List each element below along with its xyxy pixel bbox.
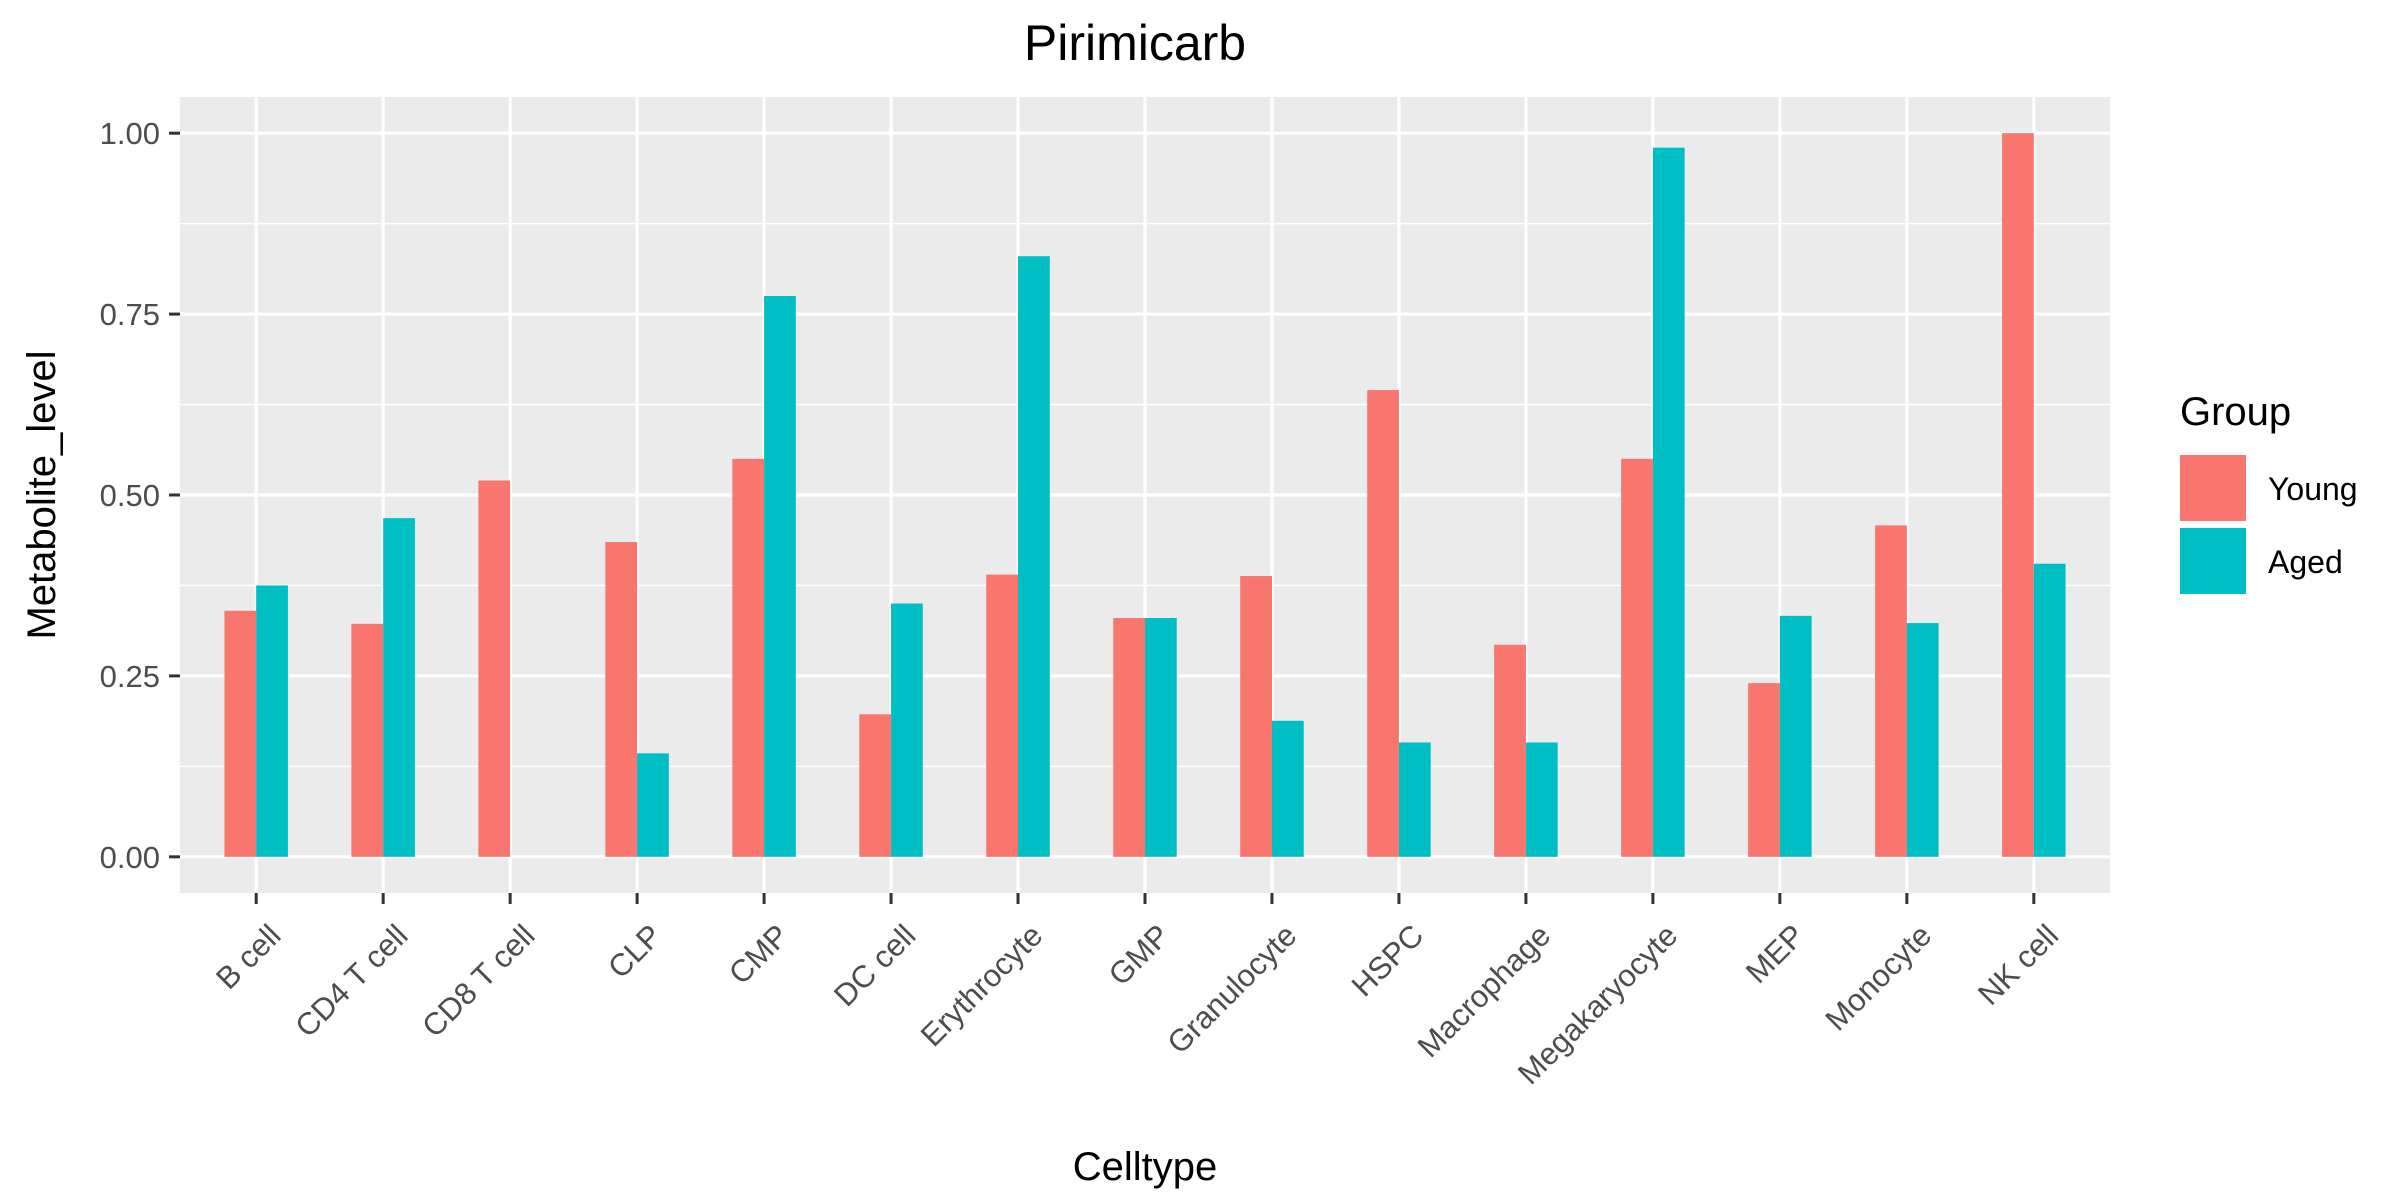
bar-aged-megakaryocyte xyxy=(1652,147,1685,857)
x-tick-label: NK cell xyxy=(1971,918,2065,1012)
legend-title: Group xyxy=(2180,390,2291,434)
bar-young-macrophage xyxy=(1494,644,1526,857)
x-tick-label: Granulocyte xyxy=(1160,918,1303,1061)
bar-young-clp xyxy=(605,542,638,857)
bar-young-dc-cell xyxy=(859,714,892,857)
x-tick-label: CD8 T cell xyxy=(415,918,541,1044)
x-tick-label: GMP xyxy=(1102,918,1177,993)
bar-aged-clp xyxy=(637,753,669,857)
bar-young-gmp xyxy=(1113,618,1145,857)
legend-label-young: Young xyxy=(2268,471,2358,507)
x-tick-label: CD4 T cell xyxy=(288,918,414,1044)
x-tick-label: CLP xyxy=(601,918,668,985)
bar-aged-gmp xyxy=(1145,618,1177,857)
bar-young-hspc xyxy=(1367,390,1399,857)
x-tick-label: MEP xyxy=(1739,918,1811,990)
bar-aged-b-cell xyxy=(256,585,288,857)
bar-aged-monocyte xyxy=(1906,623,1939,857)
bar-aged-granulocyte xyxy=(1271,720,1304,857)
y-tick-label: 0.75 xyxy=(100,297,160,332)
legend-key-young xyxy=(2180,455,2246,521)
bars xyxy=(224,133,2066,857)
bar-aged-cmp xyxy=(764,296,796,857)
y-tick-label: 0.25 xyxy=(100,659,160,694)
bar-young-nk-cell xyxy=(2002,133,2034,857)
y-tick-label: 0.50 xyxy=(100,478,160,513)
bar-young-erythrocyte xyxy=(986,574,1019,857)
legend-key-aged xyxy=(2180,528,2246,594)
bar-aged-nk-cell xyxy=(2033,563,2066,857)
bar-young-megakaryocyte xyxy=(1621,458,1653,857)
chart-title: Pirimicarb xyxy=(1024,15,1246,71)
x-tick-label: Monocyte xyxy=(1818,918,1938,1038)
bar-young-cd4-t-cell xyxy=(351,623,384,857)
bar-aged-cd4-t-cell xyxy=(383,518,415,857)
bar-aged-macrophage xyxy=(1525,742,1558,857)
bar-young-monocyte xyxy=(1875,525,1907,857)
bar-young-cmp xyxy=(732,458,765,857)
bar-young-b-cell xyxy=(224,610,257,857)
bar-aged-erythrocyte xyxy=(1018,256,1050,857)
x-axis-title: Celltype xyxy=(1073,1145,1218,1189)
x-tick-label: CMP xyxy=(722,918,795,991)
x-tick-label: DC cell xyxy=(827,918,922,1013)
y-axis-title: Metabolite_level xyxy=(20,350,64,639)
bar-young-cd8-t-cell xyxy=(478,480,511,857)
bar-aged-hspc xyxy=(1398,742,1431,857)
x-axis: B cell CD4 T cell CD8 T cell CLP CMP DC cellE… xyxy=(209,893,2065,1091)
bar-aged-mep xyxy=(1779,615,1812,857)
legend-label-aged: Aged xyxy=(2268,544,2343,580)
bar-young-granulocyte xyxy=(1240,576,1272,857)
y-axis: 0.00 0.25 0.50 0.75 1.00 xyxy=(100,116,180,875)
y-tick-label: 1.00 xyxy=(100,116,160,151)
legend: Group Young Aged xyxy=(2180,390,2358,594)
x-tick-label: Erythrocyte xyxy=(914,918,1050,1054)
x-tick-label: B cell xyxy=(209,918,287,996)
bar-aged-dc-cell xyxy=(891,603,923,857)
x-tick-label: HSPC xyxy=(1345,918,1431,1004)
bar-young-mep xyxy=(1748,683,1780,857)
y-tick-label: 0.00 xyxy=(100,840,160,875)
